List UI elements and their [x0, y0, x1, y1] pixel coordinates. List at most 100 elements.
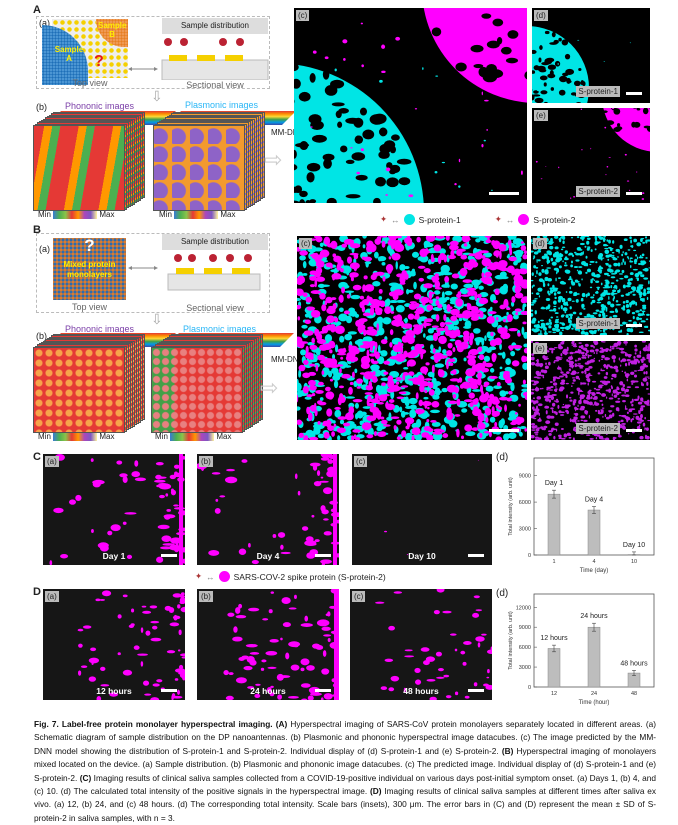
- sub-label: (a): [39, 244, 50, 254]
- image-label: S-protein-2: [576, 186, 620, 197]
- x-tick-label: 1: [552, 559, 555, 565]
- data-label: Day 10: [623, 542, 645, 549]
- y-tick-label: 3000: [519, 665, 531, 671]
- panel-label-c: C: [33, 451, 41, 463]
- data-label: 48 hours: [620, 660, 648, 667]
- s-protein-1-image-a: (d) S-protein-1: [532, 8, 650, 103]
- predicted-image-b: (c): [297, 236, 527, 440]
- sample-distribution-header: Sample distribution: [162, 18, 268, 34]
- min-label: Min: [38, 432, 51, 441]
- x-tick-label: 12: [551, 691, 557, 697]
- s2-legend-label: S-protein-2: [533, 215, 575, 225]
- sub-label: (c): [296, 10, 309, 21]
- image-label: S-protein-2: [576, 423, 620, 434]
- question-mark: ?: [94, 53, 104, 71]
- s1-color-dot: [404, 214, 415, 225]
- x-tick-label: 48: [631, 691, 637, 697]
- image-label: Day 1: [43, 551, 185, 561]
- phononic-datacube: [33, 111, 151, 211]
- image-label: 48 hours: [350, 686, 492, 696]
- image-label: Day 4: [197, 551, 339, 561]
- s2-color-dot: [518, 214, 529, 225]
- sub-label: (d): [496, 452, 508, 463]
- y-tick-label: 6000: [519, 500, 531, 506]
- s-protein-2-image-a: (e) S-protein-2: [532, 108, 650, 203]
- sub-label: (c): [299, 238, 312, 249]
- protein-legend-a: ✦↔S-protein-1 ✦↔S-protein-2: [380, 214, 575, 225]
- sub-label: (e): [533, 343, 547, 354]
- scale-bar: [626, 192, 642, 195]
- y-tick-label: 3000: [519, 527, 531, 533]
- image-label: 12 hours: [43, 686, 185, 696]
- device-cross-section: [160, 254, 270, 292]
- scale-bar: [489, 192, 519, 195]
- sub-label: (a): [45, 456, 59, 467]
- panel-label-a: A: [33, 4, 41, 16]
- image-label: Day 10: [352, 551, 492, 561]
- sectional-view-diagram: [128, 34, 270, 80]
- figure-caption: Fig. 7. Label-free protein monolayer hyp…: [34, 718, 656, 825]
- x-tick-label: 4: [592, 559, 595, 565]
- right-arrow-icon: ⇨: [260, 378, 278, 398]
- sectional-view-caption: Sectional view: [162, 303, 268, 313]
- image-label: 24 hours: [197, 686, 339, 696]
- scale-bar: [489, 429, 519, 432]
- bar: [588, 627, 600, 687]
- sub-label: (c): [354, 456, 367, 467]
- saliva-image-day-4: (b) Day 4: [197, 454, 339, 565]
- phononic-datacube: [33, 333, 151, 433]
- y-tick-label: 9000: [519, 625, 531, 631]
- image-label: S-protein-1: [576, 318, 620, 329]
- scale-bar: [626, 429, 642, 432]
- sub-label: (d): [534, 10, 548, 21]
- predicted-image-a: (c): [294, 8, 527, 203]
- y-axis-label: Total intensity (arb. unit): [508, 477, 514, 536]
- plasmonic-datacube: [153, 111, 271, 211]
- down-arrow-icon: ⇩: [151, 88, 163, 105]
- scale-bar: [626, 92, 642, 95]
- sample-distribution-header: Sample distribution: [162, 234, 268, 250]
- y-tick-label: 0: [528, 553, 531, 559]
- caption-segment: Fig. 7. Label-free protein monolayer hyp…: [34, 719, 290, 729]
- data-label: Day 1: [545, 480, 563, 487]
- y-tick-label: 0: [528, 685, 531, 691]
- colorbar-legend: Min Max: [38, 210, 114, 219]
- spike-legend-label: SARS-COV-2 spike protein (S-protein-2): [234, 572, 386, 582]
- max-label: Max: [99, 210, 114, 219]
- sub-label: (d): [533, 238, 547, 249]
- y-tick-label: 9000: [519, 474, 531, 480]
- protein-icon: ✦: [380, 214, 387, 225]
- plasmonic-datacube: [151, 333, 269, 433]
- scale-bar: [626, 324, 642, 327]
- max-label: Max: [99, 432, 114, 441]
- caption-segment: (B): [502, 746, 517, 756]
- sub-label: (b): [199, 456, 213, 467]
- bar: [548, 494, 560, 555]
- panel-label-d: D: [33, 586, 41, 598]
- protein-icon: ✦: [195, 571, 202, 582]
- right-arrow-icon: ⇨: [264, 150, 282, 170]
- min-label: Min: [155, 432, 168, 441]
- image-label: S-protein-1: [576, 86, 620, 97]
- sample-a-label: Sample A: [54, 45, 84, 63]
- bar: [548, 648, 560, 687]
- protein-icon: ✦: [495, 214, 502, 225]
- y-tick-label: 12000: [516, 605, 531, 611]
- data-label: 24 hours: [580, 613, 608, 620]
- phononic-title: Phononic images: [65, 101, 134, 111]
- saliva-image-day-1: (a) Day 1: [43, 454, 185, 565]
- colorbar-legend: Min Max: [155, 432, 231, 441]
- chart-c-total-intensity: (d) 0 3000 6000 9000 Total intensity (arb. un…: [494, 450, 664, 575]
- x-axis-label: Time (day): [580, 568, 608, 574]
- colorbar-legend: Min Max: [159, 210, 235, 219]
- min-label: Min: [159, 210, 172, 219]
- max-label: Max: [220, 210, 235, 219]
- saliva-image-12h: (a) 12 hours: [43, 589, 185, 700]
- sub-label: (c): [352, 591, 365, 602]
- sub-label: (e): [534, 110, 548, 121]
- top-view-image-a: Sample A Sample B ?: [52, 19, 128, 78]
- plasmonic-title: Plasmonic images: [185, 100, 258, 110]
- sub-label: (a): [45, 591, 59, 602]
- max-label: Max: [216, 432, 231, 441]
- saliva-image-day-10: (c) Day 10: [352, 454, 492, 565]
